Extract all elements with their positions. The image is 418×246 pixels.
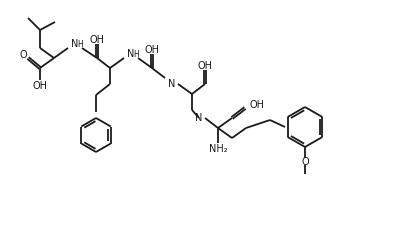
Text: H: H <box>77 40 83 49</box>
Text: NH₂: NH₂ <box>209 144 227 154</box>
Text: N: N <box>71 39 79 49</box>
Text: N: N <box>168 79 176 89</box>
Text: N: N <box>195 113 203 123</box>
Text: O: O <box>19 50 27 60</box>
Text: H: H <box>133 50 139 59</box>
Text: OH: OH <box>250 100 265 110</box>
Text: OH: OH <box>89 35 104 45</box>
Text: OH: OH <box>145 45 160 55</box>
Text: OH: OH <box>197 61 212 71</box>
Text: O: O <box>301 157 309 167</box>
Text: N: N <box>127 49 135 59</box>
Text: OH: OH <box>33 81 48 91</box>
